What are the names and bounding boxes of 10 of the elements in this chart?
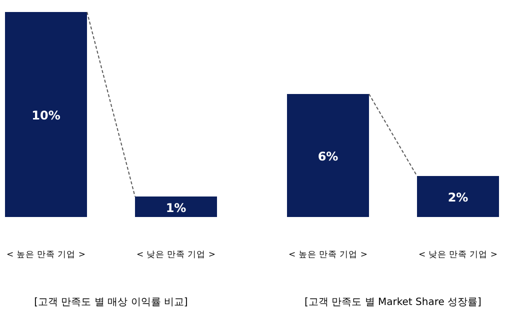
text: [고객 만족도 별 매상 이익률 비교] bbox=[34, 297, 188, 308]
text: [고객 만족도 별 Market Share 성장률] bbox=[304, 297, 482, 308]
data-label: 10% bbox=[32, 108, 60, 122]
data-label: 6% bbox=[318, 150, 338, 164]
data-label: 2% bbox=[448, 190, 468, 204]
x-tick-label: < 낮은 만족 기업 > bbox=[136, 250, 216, 260]
data-label: 1% bbox=[166, 200, 186, 215]
x-tick-label: < 높은 만족 기업 > bbox=[288, 250, 368, 260]
x-tick-label: < 높은 만족 기업 > bbox=[6, 250, 86, 260]
x-tick-label: < 낮은 만족 기업 > bbox=[418, 250, 498, 260]
